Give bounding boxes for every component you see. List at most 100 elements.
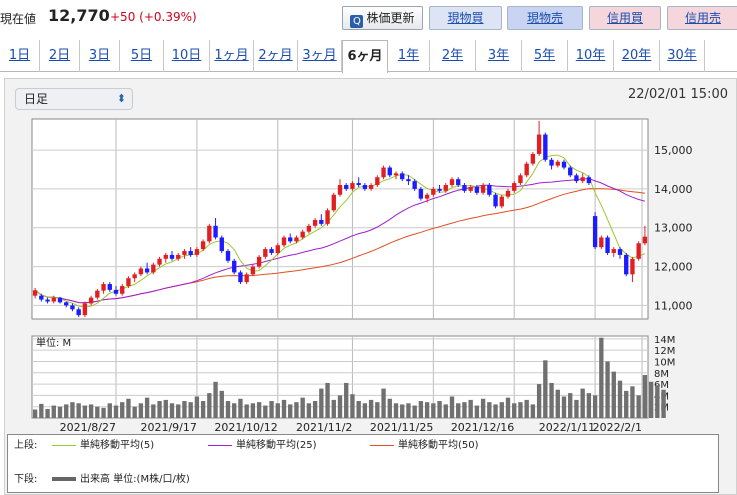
candle-body (32, 290, 38, 296)
volume-bar (126, 398, 131, 418)
volume-bar (568, 393, 573, 418)
candle-body (518, 175, 523, 184)
x-tick-label: 2021/8/27 (60, 421, 116, 434)
candle-body (169, 254, 175, 259)
candle-body (592, 216, 598, 248)
candle-body (281, 237, 287, 246)
volume-bar (487, 402, 492, 418)
ma25-line (34, 178, 646, 304)
legend-ma5: 単純移動平均(5) (52, 439, 154, 453)
period-tab[interactable]: 3年 (476, 40, 522, 72)
y-tick-label: 13,000 (654, 222, 693, 235)
volume-bar (82, 405, 88, 418)
volume-bar (518, 402, 523, 418)
volume-bar (561, 396, 567, 418)
price-change: +50 (+0.39%) (110, 10, 197, 24)
volume-tick-label: 12M (654, 346, 675, 357)
interval-select[interactable]: 日足 ⬍ (15, 88, 133, 110)
volume-bar (412, 405, 417, 418)
volume-bar-icon (52, 477, 76, 481)
candle-body (362, 185, 368, 189)
candle-body (120, 285, 125, 294)
volume-bar (605, 361, 610, 418)
candle-body (468, 186, 473, 191)
volume-bar (188, 402, 193, 418)
volume-bar (331, 399, 336, 418)
period-tab[interactable]: 2年 (430, 40, 476, 72)
legend-volume: 出来高 単位:(M株/口/枚) (52, 473, 190, 487)
candle-body (418, 188, 424, 199)
candle-body (325, 210, 330, 224)
price-chart: 2021/8/27 2021/9/17 2021/10/12 2021/11/2 202… (31, 118, 693, 434)
volume-bar (356, 401, 361, 418)
candle-body (368, 185, 374, 189)
candle-body (350, 183, 355, 189)
buy-margin-button[interactable]: 信用買 (589, 6, 661, 30)
candle-body (250, 266, 256, 275)
volume-bar (300, 397, 305, 418)
x-tick-label: 2022/1/11 (539, 421, 595, 434)
sell-cash-button[interactable]: 現物売 (507, 6, 583, 30)
volume-bar (424, 402, 430, 418)
period-tab[interactable]: 1ヶ月 (210, 40, 254, 72)
volume-bar (530, 404, 536, 418)
volume-bar (306, 403, 312, 418)
volume-bar (456, 403, 461, 418)
period-tab[interactable]: 10日 (164, 40, 210, 72)
volume-bar (368, 399, 374, 418)
period-tab[interactable]: 30年 (660, 40, 705, 72)
candle-body (219, 237, 224, 252)
volume-bar (213, 381, 218, 418)
period-tab[interactable]: 2日 (40, 40, 80, 72)
sell-margin-button[interactable]: 信用売 (667, 6, 737, 30)
volume-bar (244, 404, 249, 418)
candle-body (624, 254, 629, 275)
refresh-quote-button[interactable]: Q 株価更新 (342, 6, 423, 30)
volume-bar (362, 403, 368, 418)
volume-bar (269, 401, 274, 418)
period-tab[interactable]: 20年 (614, 40, 660, 72)
period-tab[interactable]: 6ヶ月 (342, 40, 388, 73)
period-tabs: 1日 2日 3日 5日 10日 1ヶ月 2ヶ月 3ヶ月 6ヶ月 1年 2年 3年 5年 10年 20年 30年 (0, 40, 737, 73)
volume-bar (64, 404, 69, 418)
candle-body (39, 295, 44, 300)
period-tab[interactable]: 3日 (80, 40, 120, 72)
volume-bar (624, 390, 629, 418)
candle-body (76, 309, 81, 316)
volume-bar (288, 404, 293, 418)
period-tab[interactable]: 3ヶ月 (298, 40, 342, 72)
volume-bar (169, 403, 175, 418)
candle-body (431, 188, 436, 195)
candle-body (101, 284, 106, 291)
period-tab[interactable]: 5年 (522, 40, 568, 72)
volume-bar (617, 380, 623, 418)
x-tick-label: 2021/11/25 (370, 421, 433, 434)
price-plot-area (31, 118, 649, 320)
period-tab[interactable]: 2ヶ月 (254, 40, 298, 72)
candle-body (356, 183, 361, 186)
period-tab[interactable]: 1年 (388, 40, 430, 72)
volume-bar (400, 404, 405, 418)
period-tab[interactable]: 1日 (0, 40, 40, 72)
candle-body (82, 303, 88, 316)
x-tick-label: 2021/9/17 (140, 421, 196, 434)
candle-body (586, 177, 592, 184)
volume-bar (493, 404, 498, 418)
candle-body (45, 299, 50, 302)
volume-bar (101, 407, 106, 418)
candle-body (163, 254, 168, 259)
candle-body (412, 181, 417, 189)
volume-bar (200, 401, 206, 418)
candle-body (70, 305, 75, 310)
chart-timestamp: 22/02/01 15:00 (628, 87, 728, 102)
volume-bar (586, 393, 592, 418)
candle-body (493, 194, 498, 207)
buy-cash-button[interactable]: 現物買 (429, 6, 502, 30)
volume-bar (57, 406, 63, 418)
volume-bar (524, 399, 529, 418)
current-price: 12,770 (48, 6, 110, 25)
volume-bar (325, 382, 330, 418)
period-tab[interactable]: 5日 (120, 40, 164, 72)
period-tab[interactable]: 10年 (568, 40, 614, 72)
volume-bar (207, 393, 212, 418)
